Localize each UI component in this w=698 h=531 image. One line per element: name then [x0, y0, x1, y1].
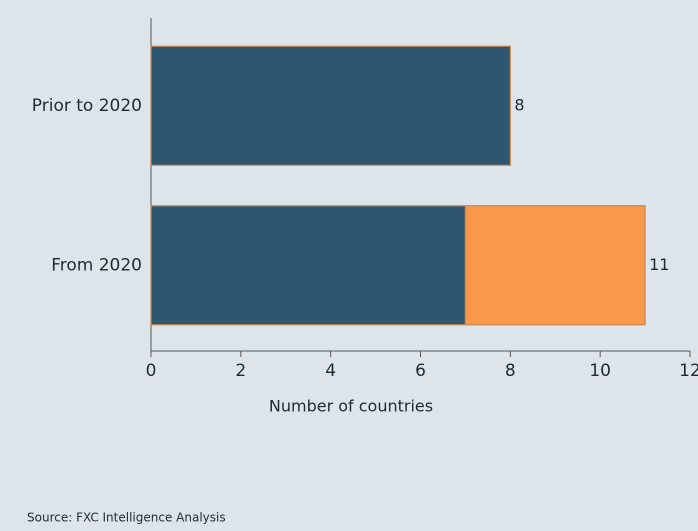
- x-tick-label: 4: [325, 361, 336, 381]
- bar-segment: [150, 205, 467, 326]
- x-tick-label: 0: [146, 361, 157, 381]
- x-tick-label: 2: [235, 361, 246, 381]
- total-label: 11: [649, 255, 669, 274]
- x-tick-label: 8: [505, 361, 516, 381]
- x-axis-label: Number of countries: [269, 397, 433, 416]
- x-tick-label: 12: [679, 361, 698, 381]
- bar-segment: [150, 45, 511, 166]
- bar-segment: [464, 205, 646, 326]
- y-tick-label: Prior to 2020: [32, 96, 142, 116]
- total-label: 8: [514, 95, 524, 114]
- y-tick-label: From 2020: [51, 255, 142, 275]
- source: Source: FXC Intelligence Analysis: [27, 511, 226, 525]
- x-tick-label: 6: [415, 361, 426, 381]
- x-tick-label: 10: [589, 361, 611, 381]
